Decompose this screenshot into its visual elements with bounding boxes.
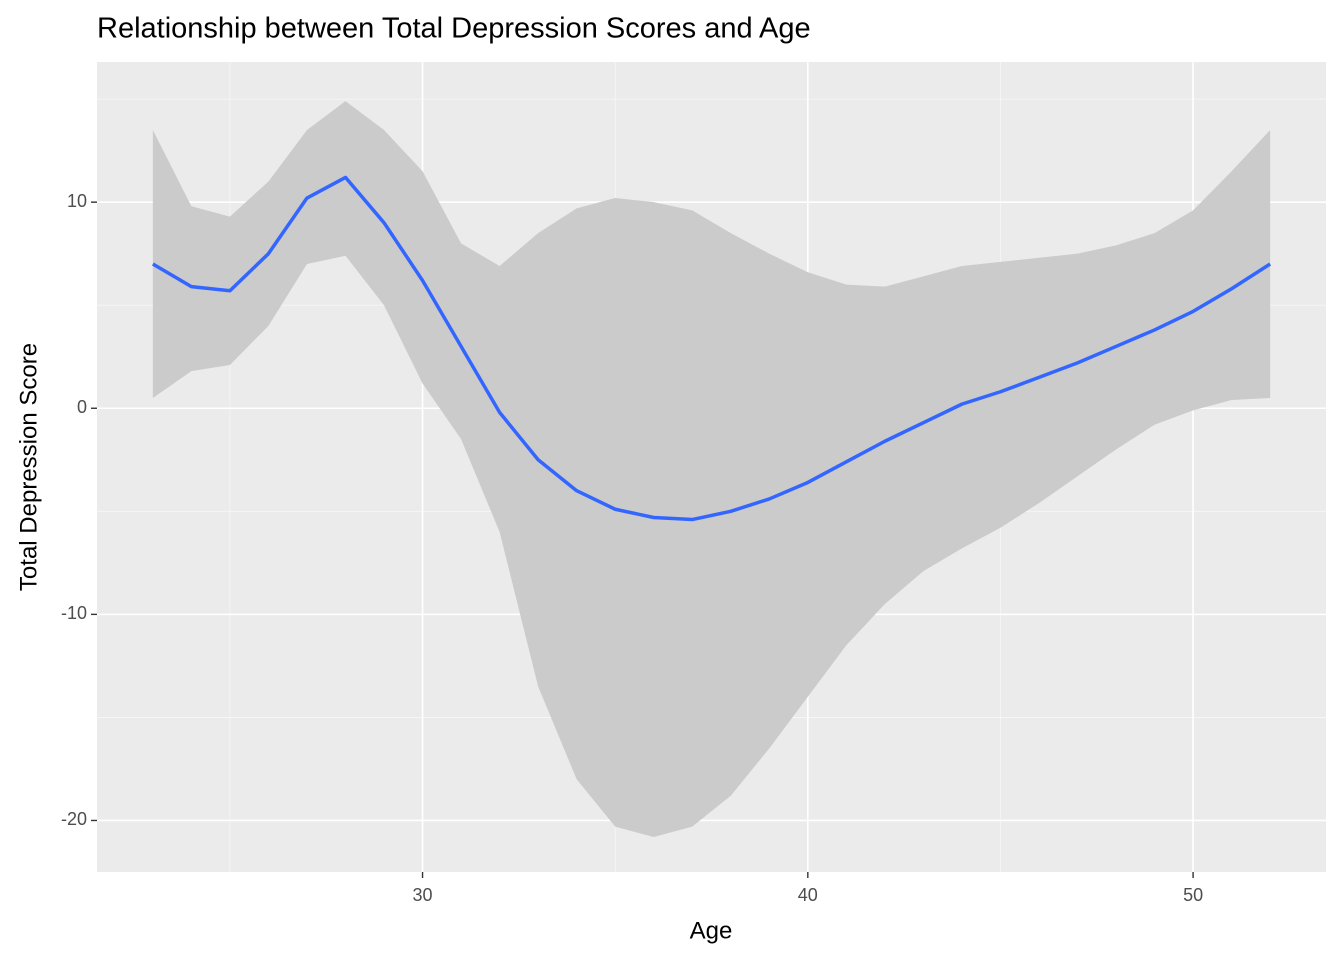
- x-axis-title: Age: [690, 917, 733, 944]
- smooth-line: [151, 175, 1272, 522]
- x-tick-label: 30: [413, 885, 433, 905]
- y-axis-title: Total Depression Score: [15, 343, 42, 591]
- confidence-band: [152, 101, 1271, 837]
- x-tick-label: 40: [798, 885, 818, 905]
- y-tick-label: -20: [61, 809, 87, 829]
- y-tick-label: 10: [67, 191, 87, 211]
- x-tick-label: 50: [1183, 885, 1203, 905]
- y-tick-label: 0: [77, 397, 87, 417]
- chart-title: Relationship between Total Depression Sc…: [97, 13, 811, 45]
- y-tick-label: -10: [61, 603, 87, 623]
